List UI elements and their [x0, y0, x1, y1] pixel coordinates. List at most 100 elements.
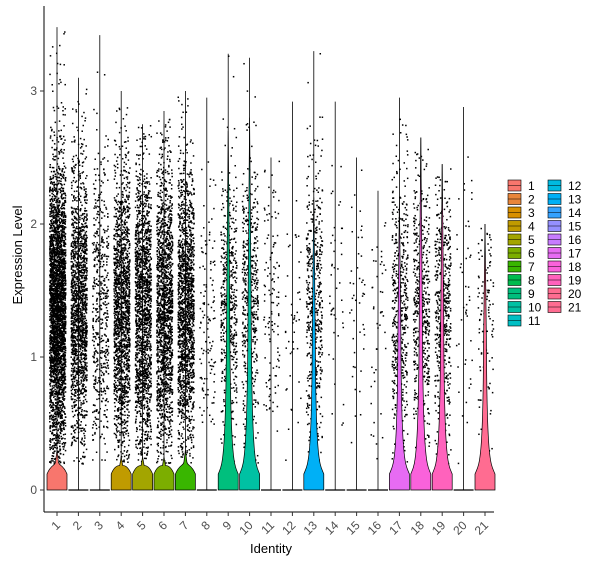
data-point	[60, 270, 63, 272]
data-point	[61, 414, 64, 417]
data-point	[96, 311, 98, 313]
data-point	[75, 385, 77, 388]
data-point	[73, 340, 76, 342]
data-point	[52, 292, 55, 294]
data-point	[72, 335, 75, 337]
data-point	[78, 298, 81, 301]
data-point	[52, 340, 54, 343]
data-point	[82, 392, 85, 394]
data-point	[80, 254, 82, 257]
data-point	[72, 234, 75, 237]
data-point	[63, 357, 65, 360]
data-point	[59, 338, 62, 341]
data-point	[51, 446, 53, 448]
data-point	[83, 320, 86, 323]
data-point	[60, 285, 62, 288]
data-point	[84, 222, 86, 225]
data-point	[49, 391, 51, 394]
data-point	[54, 417, 57, 420]
data-point	[81, 331, 84, 334]
data-point	[54, 283, 56, 285]
data-point	[76, 278, 79, 281]
data-point	[62, 376, 64, 378]
data-point	[50, 351, 52, 354]
data-point	[71, 290, 73, 292]
data-point	[74, 250, 76, 253]
data-point	[54, 266, 57, 269]
data-point	[78, 238, 80, 240]
data-point	[78, 366, 81, 368]
data-point	[58, 151, 61, 154]
data-point	[80, 300, 82, 302]
data-point	[51, 252, 54, 255]
data-point	[72, 347, 75, 349]
data-point	[76, 263, 79, 265]
data-point	[95, 308, 97, 310]
data-point	[75, 264, 77, 267]
data-point	[57, 206, 59, 209]
data-point	[54, 390, 57, 393]
data-point	[64, 416, 67, 418]
data-point	[72, 246, 75, 248]
data-point	[56, 292, 59, 294]
data-point	[54, 289, 56, 292]
data-point	[50, 313, 52, 315]
data-point	[81, 217, 83, 220]
data-point	[64, 266, 66, 268]
data-point	[57, 436, 59, 438]
data-point	[58, 295, 60, 297]
data-point	[101, 433, 103, 436]
data-point	[74, 298, 77, 300]
data-point	[50, 181, 53, 183]
data-point	[78, 419, 80, 421]
data-point	[74, 255, 76, 257]
data-point	[57, 308, 60, 311]
data-point	[61, 373, 64, 376]
data-point	[58, 267, 60, 269]
data-point	[84, 347, 86, 349]
data-point	[84, 240, 86, 242]
data-point	[106, 246, 108, 248]
data-point	[78, 255, 81, 257]
data-point	[92, 326, 94, 329]
data-point	[52, 90, 54, 93]
data-point	[82, 182, 84, 184]
data-point	[58, 211, 61, 214]
data-point	[50, 257, 52, 259]
data-point	[76, 219, 78, 221]
data-point	[81, 306, 84, 309]
data-point	[80, 404, 82, 406]
data-point	[63, 274, 65, 277]
data-point	[63, 294, 65, 297]
data-point	[58, 204, 60, 207]
data-point	[59, 347, 62, 349]
data-point	[81, 344, 84, 346]
data-point	[59, 231, 61, 233]
data-point	[78, 254, 80, 256]
data-point	[51, 268, 53, 271]
data-point	[51, 255, 54, 258]
data-point	[53, 148, 56, 151]
data-point	[50, 355, 53, 358]
data-point	[63, 261, 65, 264]
data-point	[64, 303, 66, 306]
data-point	[76, 240, 79, 243]
data-point	[72, 223, 74, 225]
data-point	[55, 226, 58, 229]
data-point	[63, 162, 65, 165]
data-point	[55, 386, 58, 388]
data-point	[60, 295, 62, 298]
data-point	[72, 263, 75, 265]
data-point	[53, 415, 55, 418]
data-point	[53, 367, 55, 369]
data-point	[83, 429, 85, 431]
data-point	[79, 172, 81, 175]
data-point	[60, 379, 63, 382]
data-point	[55, 365, 57, 368]
data-point	[57, 171, 59, 174]
data-point	[50, 341, 52, 344]
data-point	[54, 221, 57, 223]
data-point	[52, 204, 54, 206]
data-point	[84, 158, 87, 160]
data-point	[49, 73, 51, 76]
